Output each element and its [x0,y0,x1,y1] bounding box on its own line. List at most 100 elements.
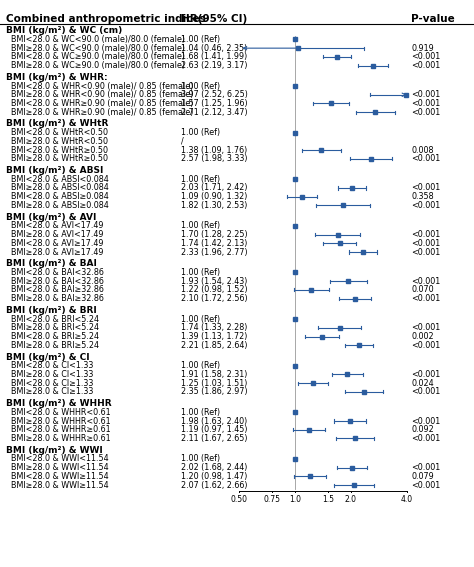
Text: BMI≥28.0 & WHtR≥0.50: BMI≥28.0 & WHtR≥0.50 [11,154,109,163]
Text: BMI≥28.0 & WWI≥11.54: BMI≥28.0 & WWI≥11.54 [11,481,109,489]
Text: 1.00 (Ref): 1.00 (Ref) [181,408,220,417]
Text: 1.93 (1.54, 2.43): 1.93 (1.54, 2.43) [181,277,247,286]
Text: BMI≥28.0 & WHHR≥0.61: BMI≥28.0 & WHHR≥0.61 [11,434,111,443]
Text: BMI<28.0 & ABSI<0.084: BMI<28.0 & ABSI<0.084 [11,175,109,184]
Text: 0.002: 0.002 [411,332,434,341]
Text: 2.33 (1.96, 2.77): 2.33 (1.96, 2.77) [181,248,248,256]
Text: 1.57 (1.25, 1.96): 1.57 (1.25, 1.96) [181,99,248,108]
Text: <0.001: <0.001 [411,52,441,61]
Text: 1.70 (1.28, 2.25): 1.70 (1.28, 2.25) [181,230,248,239]
Text: 2.02 (1.68, 2.44): 2.02 (1.68, 2.44) [181,463,247,472]
Text: 1.20 (0.98, 1.47): 1.20 (0.98, 1.47) [181,472,247,481]
Text: BMI≥28.0 & AVI<17.49: BMI≥28.0 & AVI<17.49 [11,230,104,239]
Text: BMI<28.0 & WHHR≥0.61: BMI<28.0 & WHHR≥0.61 [11,425,111,434]
Text: BMI≥28.0 & ABSI<0.084: BMI≥28.0 & ABSI<0.084 [11,184,109,192]
Text: HR(95% CI): HR(95% CI) [181,14,247,24]
Text: 2.21 (1.85, 2.64): 2.21 (1.85, 2.64) [181,341,247,350]
Text: 1.00 (Ref): 1.00 (Ref) [181,454,220,463]
Text: BMI<28.0 & BRI<5.24: BMI<28.0 & BRI<5.24 [11,315,100,324]
Text: 1.68 (1.41, 1.99): 1.68 (1.41, 1.99) [181,52,247,61]
Text: 1.00 (Ref): 1.00 (Ref) [181,315,220,324]
Text: <0.001: <0.001 [411,248,441,256]
Text: BMI<28.0 & BRI≥5.24: BMI<28.0 & BRI≥5.24 [11,332,100,341]
Text: 1.00 (Ref): 1.00 (Ref) [181,175,220,184]
Text: 1.82 (1.30, 2.53): 1.82 (1.30, 2.53) [181,201,247,210]
Text: 2.10 (1.72, 2.56): 2.10 (1.72, 2.56) [181,294,248,303]
Text: 2.71 (2.12, 3.47): 2.71 (2.12, 3.47) [181,108,248,117]
Text: 2.03 (1.71, 2.42): 2.03 (1.71, 2.42) [181,184,247,192]
Text: <0.001: <0.001 [411,481,441,489]
Text: 0.070: 0.070 [411,285,434,294]
Text: <0.001: <0.001 [411,387,441,396]
Text: BMI (kg/m²) & WC (cm): BMI (kg/m²) & WC (cm) [6,26,122,35]
Text: <0.001: <0.001 [411,323,441,332]
Text: BMI≥28.0 & WWI<11.54: BMI≥28.0 & WWI<11.54 [11,463,109,472]
Text: <0.001: <0.001 [411,434,441,443]
Text: BMI≥28.0 & ABSI≥0.084: BMI≥28.0 & ABSI≥0.084 [11,201,109,210]
Text: <0.001: <0.001 [411,239,441,248]
Text: 0.919: 0.919 [411,44,434,53]
Text: 1.00 (Ref): 1.00 (Ref) [181,128,220,137]
Text: BMI≥28.0 & WHR<0.90 (male)/ 0.85 (female): BMI≥28.0 & WHR<0.90 (male)/ 0.85 (female… [11,90,194,99]
Text: BMI≥28.0 & WHtR<0.50: BMI≥28.0 & WHtR<0.50 [11,137,109,146]
Text: BMI<28.0 & ABSI≥0.084: BMI<28.0 & ABSI≥0.084 [11,192,109,201]
Text: BMI≥28.0 & WC<90.0 (male)/80.0 (female): BMI≥28.0 & WC<90.0 (male)/80.0 (female) [11,44,185,53]
Text: BMI<28.0 & BAI≥32.86: BMI<28.0 & BAI≥32.86 [11,285,104,294]
Text: <0.001: <0.001 [411,230,441,239]
Text: Combined anthropometric indices: Combined anthropometric indices [6,14,205,24]
Text: BMI≥28.0 & BAI<32.86: BMI≥28.0 & BAI<32.86 [11,277,104,286]
Text: BMI<28.0 & WC<90.0 (male)/80.0 (female): BMI<28.0 & WC<90.0 (male)/80.0 (female) [11,35,185,44]
Text: 0.024: 0.024 [411,379,434,388]
Text: BMI<28.0 & BAI<32.86: BMI<28.0 & BAI<32.86 [11,268,104,277]
Text: 1.38 (1.09, 1.76): 1.38 (1.09, 1.76) [181,146,247,155]
Text: BMI≥28.0 & BRI≥5.24: BMI≥28.0 & BRI≥5.24 [11,341,100,350]
Text: BMI (kg/m²) & AVI: BMI (kg/m²) & AVI [6,213,96,222]
Text: BMI (kg/m²) & WHR:: BMI (kg/m²) & WHR: [6,73,107,82]
Text: BMI (kg/m²) & BRI: BMI (kg/m²) & BRI [6,306,96,315]
Text: 1.00 (Ref): 1.00 (Ref) [181,221,220,230]
Text: BMI<28.0 & WHtR≥0.50: BMI<28.0 & WHtR≥0.50 [11,146,109,155]
Text: BMI<28.0 & CI≥1.33: BMI<28.0 & CI≥1.33 [11,379,94,388]
Text: BMI (kg/m²) & BAI: BMI (kg/m²) & BAI [6,259,97,268]
Text: BMI<28.0 & WHtR<0.50: BMI<28.0 & WHtR<0.50 [11,128,109,137]
Text: <0.001: <0.001 [411,90,441,99]
Text: 0.092: 0.092 [411,425,434,434]
Text: <0.001: <0.001 [411,99,441,108]
Text: BMI≥28.0 & CI≥1.33: BMI≥28.0 & CI≥1.33 [11,387,94,396]
Text: BMI≥28.0 & WC≥90.0 (male)/80.0 (female): BMI≥28.0 & WC≥90.0 (male)/80.0 (female) [11,61,185,70]
Text: BMI≥28.0 & WHR≥0.90 (male)/ 0.85 (female): BMI≥28.0 & WHR≥0.90 (male)/ 0.85 (female… [11,108,194,117]
Text: BMI<28.0 & WHR≥0.90 (male)/ 0.85 (female): BMI<28.0 & WHR≥0.90 (male)/ 0.85 (female… [11,99,194,108]
Text: BMI≥28.0 & WHHR<0.61: BMI≥28.0 & WHHR<0.61 [11,417,111,426]
Text: 1.04 (0.46, 2.35): 1.04 (0.46, 2.35) [181,44,247,53]
Text: 1.00 (Ref): 1.00 (Ref) [181,82,220,91]
Text: 1.74 (1.42, 2.13): 1.74 (1.42, 2.13) [181,239,247,248]
Text: BMI<28.0 & CI<1.33: BMI<28.0 & CI<1.33 [11,361,94,370]
Text: 0.008: 0.008 [411,146,434,155]
Text: BMI≥28.0 & BRI<5.24: BMI≥28.0 & BRI<5.24 [11,323,100,332]
Text: BMI<28.0 & WHHR<0.61: BMI<28.0 & WHHR<0.61 [11,408,111,417]
Text: 1.39 (1.13, 1.72): 1.39 (1.13, 1.72) [181,332,247,341]
Text: <0.001: <0.001 [411,184,441,192]
Text: 0.50: 0.50 [231,495,248,504]
Text: <0.001: <0.001 [411,108,441,117]
Text: <0.001: <0.001 [411,417,441,426]
Text: <0.001: <0.001 [411,463,441,472]
Text: 1.98 (1.63, 2.40): 1.98 (1.63, 2.40) [181,417,247,426]
Text: <0.001: <0.001 [411,154,441,163]
Text: 1.91 (1.58, 2.31): 1.91 (1.58, 2.31) [181,370,247,379]
Text: BMI≥28.0 & AVI≥17.49: BMI≥28.0 & AVI≥17.49 [11,248,104,256]
Text: P-value: P-value [411,14,455,24]
Text: 2.07 (1.62, 2.66): 2.07 (1.62, 2.66) [181,481,247,489]
Text: BMI (kg/m²) & WWI: BMI (kg/m²) & WWI [6,446,102,455]
Text: 1.19 (0.97, 1.45): 1.19 (0.97, 1.45) [181,425,247,434]
Text: /: / [181,137,184,146]
Text: 1.09 (0.90, 1.32): 1.09 (0.90, 1.32) [181,192,247,201]
Text: BMI (kg/m²) & ABSI: BMI (kg/m²) & ABSI [6,166,103,175]
Text: 2.0: 2.0 [345,495,357,504]
Text: <0.001: <0.001 [411,277,441,286]
Text: 1.22 (0.98, 1.52): 1.22 (0.98, 1.52) [181,285,248,294]
Text: 1.25 (1.03, 1.51): 1.25 (1.03, 1.51) [181,379,247,388]
Text: BMI (kg/m²) & CI: BMI (kg/m²) & CI [6,353,89,362]
Text: <0.001: <0.001 [411,370,441,379]
Text: 0.079: 0.079 [411,472,434,481]
